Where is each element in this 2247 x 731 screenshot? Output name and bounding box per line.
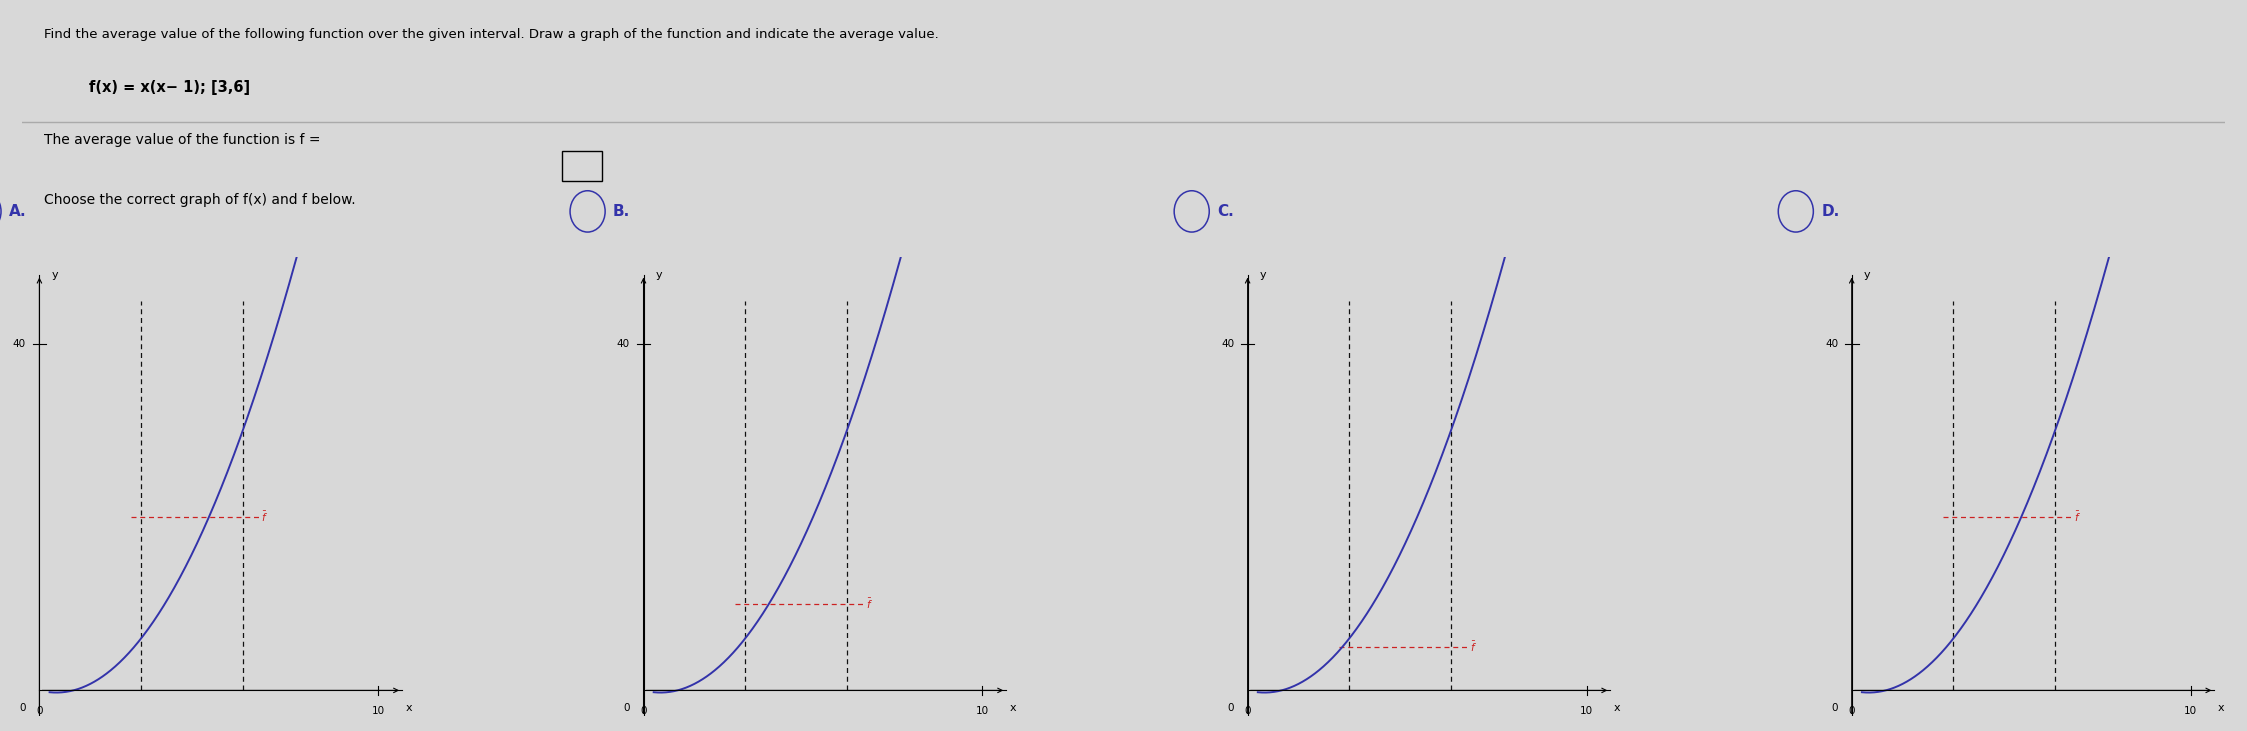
Text: 0: 0: [1245, 706, 1252, 716]
Text: 10: 10: [2184, 706, 2198, 716]
Text: 0: 0: [1227, 703, 1234, 713]
Text: $\bar{f}$: $\bar{f}$: [1470, 640, 1476, 654]
Text: x: x: [404, 703, 411, 713]
Text: 0: 0: [36, 706, 43, 716]
Text: 0: 0: [20, 703, 27, 713]
Text: 40: 40: [13, 339, 27, 349]
Text: 0: 0: [622, 703, 629, 713]
Text: x: x: [1613, 703, 1620, 713]
Text: 0: 0: [640, 706, 647, 716]
Text: y: y: [1261, 270, 1265, 280]
Text: Choose the correct graph of f(x) and f below.: Choose the correct graph of f(x) and f b…: [45, 193, 355, 207]
Text: A.: A.: [9, 204, 27, 219]
Text: C.: C.: [1218, 204, 1234, 219]
Text: D.: D.: [1820, 204, 1840, 219]
Text: 10: 10: [371, 706, 384, 716]
Text: f(x) = x(x− 1); [3,6]: f(x) = x(x− 1); [3,6]: [88, 80, 249, 95]
Text: 10: 10: [975, 706, 989, 716]
Text: 0: 0: [1849, 706, 1856, 716]
Bar: [562, 151, 602, 181]
Text: 40: 40: [1220, 339, 1234, 349]
Text: x: x: [1009, 703, 1016, 713]
Text: The average value of the function is f =: The average value of the function is f =: [45, 132, 321, 146]
Text: x: x: [2218, 703, 2225, 713]
Text: y: y: [656, 270, 663, 280]
Text: 10: 10: [1580, 706, 1593, 716]
Text: $\bar{f}$: $\bar{f}$: [865, 596, 872, 611]
Text: Find the average value of the following function over the given interval. Draw a: Find the average value of the following …: [45, 29, 939, 41]
Text: 40: 40: [1825, 339, 1838, 349]
Text: $\bar{f}$: $\bar{f}$: [2074, 510, 2081, 524]
Text: B.: B.: [613, 204, 629, 219]
Text: 0: 0: [1831, 703, 1838, 713]
Text: y: y: [1863, 270, 1870, 280]
Text: 40: 40: [618, 339, 629, 349]
Text: y: y: [52, 270, 58, 280]
Text: $\bar{f}$: $\bar{f}$: [261, 510, 267, 524]
